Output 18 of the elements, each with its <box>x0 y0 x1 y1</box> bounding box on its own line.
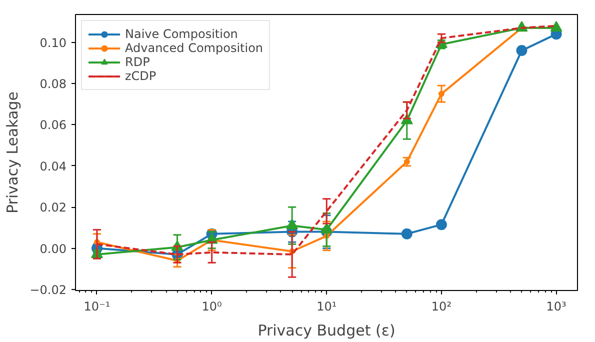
x-tick-label: 10² <box>431 300 452 314</box>
x-tick-label: 10⁰ <box>202 300 222 314</box>
y-tick-label: 0.00 <box>40 242 66 256</box>
x-axis-title: Privacy Budget (ε) <box>258 322 396 340</box>
y-tick-label: −0.02 <box>30 282 67 297</box>
y-tick-label: 0.10 <box>40 36 66 50</box>
y-tick-label: 0.08 <box>40 77 66 91</box>
y-tick-label: 0.04 <box>40 159 66 174</box>
x-tick-label: 10³ <box>546 300 567 314</box>
y-tick-label: 0.02 <box>40 200 66 215</box>
x-tick-label: 10⁻¹ <box>84 300 110 314</box>
y-tick-label: 0.06 <box>40 118 66 132</box>
legend-label: Naive Composition <box>125 27 238 41</box>
x-tick-label: 10¹ <box>316 300 337 314</box>
legend-label: Advanced Composition <box>125 41 264 55</box>
y-axis-title: Privacy Leakage <box>4 92 22 214</box>
legend-label: zCDP <box>125 69 156 83</box>
legend-label: RDP <box>125 55 150 69</box>
